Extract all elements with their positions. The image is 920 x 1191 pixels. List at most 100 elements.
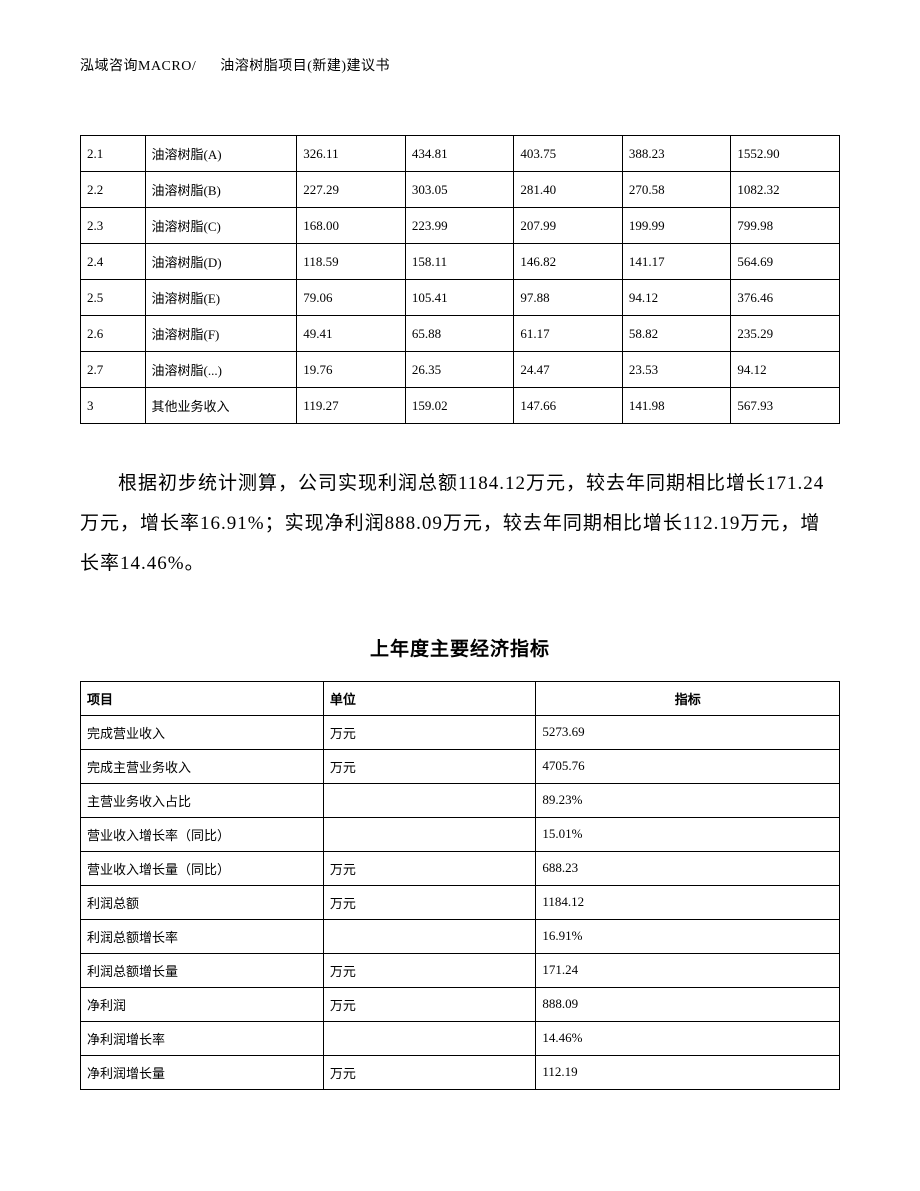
table-row: 2.1油溶树脂(A)326.11434.81403.75388.231552.9…: [81, 136, 840, 172]
table-cell: 2.2: [81, 172, 146, 208]
table-cell: 171.24: [536, 953, 840, 987]
table-cell: 净利润: [81, 987, 324, 1021]
table-cell: 227.29: [297, 172, 406, 208]
header-right: 油溶树脂项目(新建)建议书: [220, 59, 390, 74]
table-cell: 1082.32: [731, 172, 840, 208]
product-revenue-table: 2.1油溶树脂(A)326.11434.81403.75388.231552.9…: [80, 135, 840, 424]
table-cell: 388.23: [622, 136, 731, 172]
table-cell: 61.17: [514, 316, 623, 352]
table-cell: 3: [81, 388, 146, 424]
table-cell: 油溶树脂(E): [145, 280, 297, 316]
indicator-header-cell: 单位: [323, 681, 536, 715]
table-cell: 58.82: [622, 316, 731, 352]
table-cell: 营业收入增长率（同比）: [81, 817, 324, 851]
table-cell: 49.41: [297, 316, 406, 352]
table-cell: 23.53: [622, 352, 731, 388]
table-row: 2.2油溶树脂(B)227.29303.05281.40270.581082.3…: [81, 172, 840, 208]
table-cell: 24.47: [514, 352, 623, 388]
header-left: 泓域咨询MACRO/: [80, 59, 196, 74]
table-cell: 净利润增长率: [81, 1021, 324, 1055]
table-row: 净利润增长率14.46%: [81, 1021, 840, 1055]
table-cell: [323, 783, 536, 817]
table-cell: 146.82: [514, 244, 623, 280]
table-cell: 16.91%: [536, 919, 840, 953]
table-cell: 利润总额增长量: [81, 953, 324, 987]
table-row: 营业收入增长量（同比）万元688.23: [81, 851, 840, 885]
table-cell: 89.23%: [536, 783, 840, 817]
table-cell: 1552.90: [731, 136, 840, 172]
page-header: 泓域咨询MACRO/ 油溶树脂项目(新建)建议书: [80, 55, 840, 75]
table-cell: 94.12: [731, 352, 840, 388]
table-cell: [323, 1021, 536, 1055]
indicator-header-row: 项目 单位 指标: [81, 681, 840, 715]
table-cell: 万元: [323, 749, 536, 783]
table-cell: 万元: [323, 987, 536, 1021]
table-row: 完成主营业务收入万元4705.76: [81, 749, 840, 783]
table-cell: 万元: [323, 953, 536, 987]
table-row: 利润总额万元1184.12: [81, 885, 840, 919]
table-cell: 万元: [323, 885, 536, 919]
table-cell: 688.23: [536, 851, 840, 885]
table-cell: 79.06: [297, 280, 406, 316]
table-cell: 其他业务收入: [145, 388, 297, 424]
table-cell: 油溶树脂(D): [145, 244, 297, 280]
table-cell: 403.75: [514, 136, 623, 172]
table-row: 3其他业务收入119.27159.02147.66141.98567.93: [81, 388, 840, 424]
table-cell: 141.17: [622, 244, 731, 280]
table-cell: 376.46: [731, 280, 840, 316]
table-cell: 799.98: [731, 208, 840, 244]
table-cell: 119.27: [297, 388, 406, 424]
table-row: 利润总额增长量万元171.24: [81, 953, 840, 987]
table-cell: 油溶树脂(C): [145, 208, 297, 244]
table-row: 2.3油溶树脂(C)168.00223.99207.99199.99799.98: [81, 208, 840, 244]
table-cell: 159.02: [405, 388, 514, 424]
table-row: 完成营业收入万元5273.69: [81, 715, 840, 749]
table-cell: 万元: [323, 715, 536, 749]
table-cell: 326.11: [297, 136, 406, 172]
table-cell: 281.40: [514, 172, 623, 208]
table-cell: 223.99: [405, 208, 514, 244]
table-cell: 2.5: [81, 280, 146, 316]
table-cell: 270.58: [622, 172, 731, 208]
table-cell: 2.7: [81, 352, 146, 388]
table-cell: 利润总额增长率: [81, 919, 324, 953]
table-row: 2.5油溶树脂(E)79.06105.4197.8894.12376.46: [81, 280, 840, 316]
table-cell: 888.09: [536, 987, 840, 1021]
table-cell: 199.99: [622, 208, 731, 244]
section-title: 上年度主要经济指标: [80, 634, 840, 661]
table-cell: 4705.76: [536, 749, 840, 783]
table-cell: 油溶树脂(...): [145, 352, 297, 388]
table-cell: 完成主营业务收入: [81, 749, 324, 783]
summary-paragraph: 根据初步统计测算，公司实现利润总额1184.12万元，较去年同期相比增长171.…: [80, 464, 840, 584]
table-row: 营业收入增长率（同比） 15.01%: [81, 817, 840, 851]
table-row: 2.7油溶树脂(...)19.7626.3524.4723.5394.12: [81, 352, 840, 388]
table-cell: [323, 919, 536, 953]
table-cell: 万元: [323, 1055, 536, 1089]
table-cell: 15.01%: [536, 817, 840, 851]
table-cell: 利润总额: [81, 885, 324, 919]
table-row: 2.4油溶树脂(D)118.59158.11146.82141.17564.69: [81, 244, 840, 280]
table-cell: 万元: [323, 851, 536, 885]
table-cell: 65.88: [405, 316, 514, 352]
table-cell: 207.99: [514, 208, 623, 244]
table-cell: 303.05: [405, 172, 514, 208]
table-cell: 112.19: [536, 1055, 840, 1089]
table-cell: 2.6: [81, 316, 146, 352]
table-cell: 2.1: [81, 136, 146, 172]
table-cell: 净利润增长量: [81, 1055, 324, 1089]
table-cell: 2.3: [81, 208, 146, 244]
table-cell: 105.41: [405, 280, 514, 316]
indicator-header-cell: 指标: [536, 681, 840, 715]
table-cell: 油溶树脂(A): [145, 136, 297, 172]
table-cell: 主营业务收入占比: [81, 783, 324, 817]
table-cell: 19.76: [297, 352, 406, 388]
table-cell: 141.98: [622, 388, 731, 424]
table-cell: 1184.12: [536, 885, 840, 919]
table-cell: 434.81: [405, 136, 514, 172]
table-cell: 564.69: [731, 244, 840, 280]
table-cell: 97.88: [514, 280, 623, 316]
table-cell: 2.4: [81, 244, 146, 280]
table-cell: 118.59: [297, 244, 406, 280]
table-row: 净利润万元888.09: [81, 987, 840, 1021]
table-row: 2.6油溶树脂(F)49.4165.8861.1758.82235.29: [81, 316, 840, 352]
